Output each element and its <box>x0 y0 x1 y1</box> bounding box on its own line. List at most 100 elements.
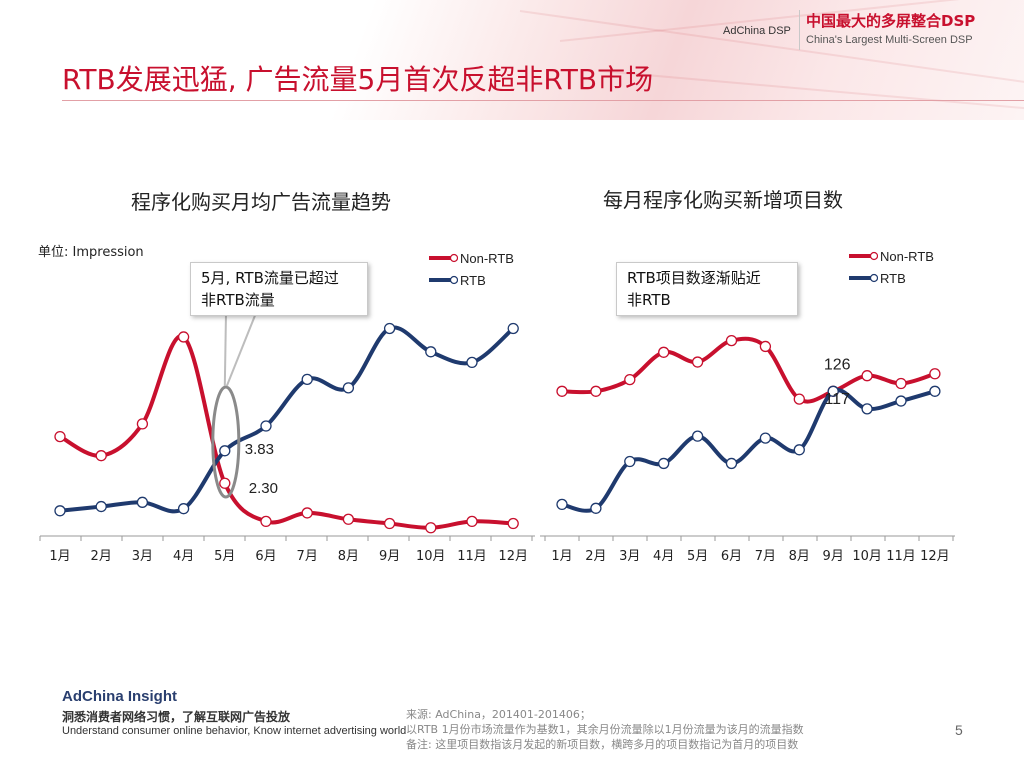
source-line: 备注: 这里项目数指该月发起的新项目数，横跨多月的项目数指记为首月的项目数 <box>406 738 799 751</box>
x-tick-label: 8月 <box>789 549 810 564</box>
brand-tagline-en: China's Largest Multi-Screen DSP <box>806 34 973 46</box>
data-point-rtb <box>624 455 636 468</box>
legend-item-non-rtb: Non-RTB <box>848 245 934 267</box>
data-point-rtb <box>301 373 313 386</box>
x-tick-label: 6月 <box>255 549 276 564</box>
data-point-non-rtb <box>556 385 568 397</box>
chart-1-unit: 单位: Impression <box>38 245 144 260</box>
data-point-rtb <box>861 403 873 415</box>
callout-line: RTB项目数逐渐贴近 <box>627 269 761 287</box>
legend-label-non-rtb: Non-RTB <box>460 250 514 266</box>
footer-brand: AdChina Insight <box>62 688 177 705</box>
legend-item-non-rtb: Non-RTB <box>428 247 514 269</box>
data-point-rtb <box>383 322 396 335</box>
data-point-rtb <box>590 502 602 514</box>
page-title: RTB发展迅猛, 广告流量5月首次反超非RTB市场 <box>62 63 654 96</box>
legend-item-rtb: RTB <box>428 269 514 291</box>
data-point-non-rtb <box>466 515 478 528</box>
x-tick-label: 9月 <box>823 549 844 564</box>
x-tick-label: 1月 <box>551 549 572 564</box>
data-point-rtb <box>759 432 772 444</box>
x-tick-label: 7月 <box>297 549 318 564</box>
data-point-non-rtb <box>507 517 519 530</box>
data-point-non-rtb <box>895 377 907 390</box>
x-tick-label: 11月 <box>457 549 487 564</box>
x-tick-label: 11月 <box>886 549 916 564</box>
data-point-rtb <box>260 420 272 432</box>
data-point-rtb <box>219 445 231 457</box>
data-point-rtb <box>507 322 519 335</box>
data-point-rtb <box>54 505 66 517</box>
legend-label-non-rtb: Non-RTB <box>880 248 934 264</box>
chart-1-title: 程序化购买月均广告流量趋势 <box>131 190 391 214</box>
x-tick-label: 12月 <box>498 549 528 564</box>
chart-1-callout: 5月, RTB流量已超过 非RTB流量 <box>190 262 368 316</box>
data-point-non-rtb <box>793 393 805 405</box>
series-line-rtb <box>561 388 936 513</box>
source-line: 以RTB 1月份市场流量作为基数1，其余月份流量除以1月份流量为该月的流量指数 <box>406 723 804 736</box>
data-point-rtb <box>466 356 478 369</box>
data-point-rtb <box>136 496 149 508</box>
brand-tagline-cn: 中国最大的多屏整合DSP <box>806 12 976 30</box>
series-line-non-rtb <box>561 336 936 404</box>
legend-label-rtb: RTB <box>880 270 906 286</box>
highlight-ellipse <box>211 385 241 499</box>
x-tick-label: 1月 <box>49 549 70 564</box>
x-tick-label: 9月 <box>379 549 400 564</box>
data-point-non-rtb <box>658 346 670 358</box>
data-point-rtb <box>342 382 355 394</box>
source-line: 来源: AdChina，201401-201406； <box>406 708 591 721</box>
chart-2-legend: Non-RTB RTB <box>848 245 934 289</box>
data-point-rtb <box>556 498 568 511</box>
data-label: 117 <box>824 391 850 408</box>
data-point-non-rtb <box>691 356 704 368</box>
x-tick-label: 5月 <box>214 549 235 564</box>
data-point-non-rtb <box>861 370 873 382</box>
callout-line: 5月, RTB流量已超过 <box>201 269 339 287</box>
callout-pointer <box>225 312 257 387</box>
data-point-non-rtb <box>759 340 772 353</box>
data-label: 126 <box>824 356 851 373</box>
x-tick-label: 12月 <box>920 549 950 564</box>
data-point-rtb <box>895 395 907 407</box>
data-point-non-rtb <box>383 517 396 530</box>
brand-divider <box>799 10 800 50</box>
data-point-rtb <box>425 346 437 358</box>
data-point-rtb <box>929 385 941 397</box>
x-tick-label: 5月 <box>687 549 708 564</box>
data-point-non-rtb <box>260 515 272 528</box>
brand-name: AdChina DSP <box>723 25 791 37</box>
legend-swatch-rtb <box>849 273 878 283</box>
data-point-rtb <box>691 430 704 442</box>
x-tick-label: 10月 <box>416 549 446 564</box>
chart-2-title: 每月程序化购买新增项目数 <box>603 188 843 212</box>
data-label: 2.30 <box>249 480 278 497</box>
page-number: 5 <box>955 722 963 738</box>
series-line-rtb <box>59 325 515 514</box>
legend-item-rtb: RTB <box>848 267 934 289</box>
source-note: 来源: AdChina，201401-201406； 以RTB 1月份市场流量作… <box>406 707 804 752</box>
chart-1-legend: Non-RTB RTB <box>428 247 514 291</box>
x-tick-label: 2月 <box>91 549 112 564</box>
footer-slogan-en: Understand consumer online behavior, Kno… <box>62 725 407 737</box>
data-point-non-rtb <box>177 331 190 343</box>
title-divider <box>62 100 1024 101</box>
data-point-non-rtb <box>929 368 941 380</box>
data-label: 3.83 <box>245 441 274 458</box>
series-line-non-rtb <box>59 334 514 530</box>
data-point-non-rtb <box>54 430 66 443</box>
data-point-non-rtb <box>342 513 355 525</box>
data-point-rtb <box>95 500 107 513</box>
data-point-rtb <box>177 503 190 515</box>
x-tick-label: 4月 <box>173 549 194 564</box>
data-point-rtb <box>793 444 805 456</box>
x-tick-label: 8月 <box>338 549 359 564</box>
data-point-non-rtb <box>590 385 602 397</box>
x-tick-label: 3月 <box>132 549 153 564</box>
data-point-non-rtb <box>425 522 437 534</box>
data-point-rtb <box>725 457 738 470</box>
legend-swatch-rtb <box>429 275 458 285</box>
data-point-non-rtb <box>219 477 231 489</box>
data-point-non-rtb <box>136 418 149 430</box>
